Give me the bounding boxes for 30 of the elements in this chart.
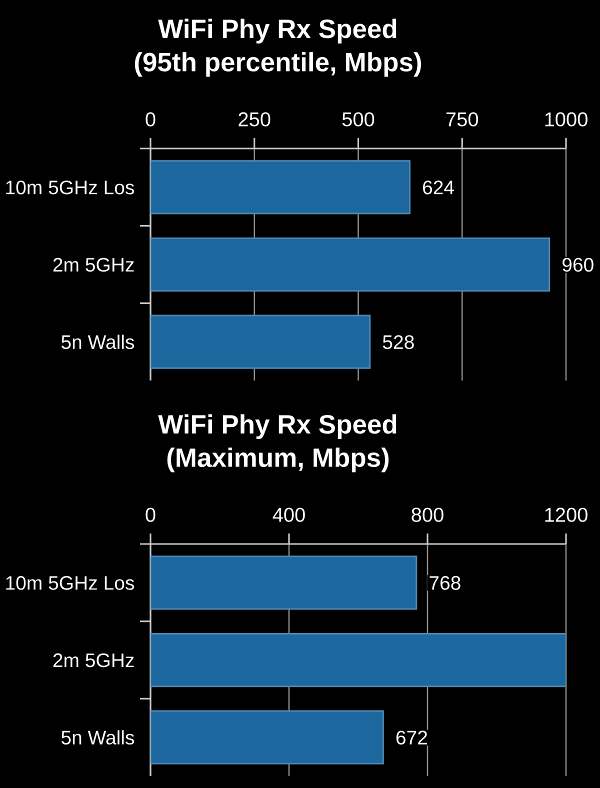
data-label: 960: [562, 258, 594, 272]
chart-title: WiFi Phy Rx Speed: [158, 414, 396, 439]
y-tick-label: 5n Walls: [61, 730, 134, 745]
y-tick-label: 5n Walls: [61, 334, 134, 350]
x-tick-label: 800: [412, 508, 444, 522]
x-tick-label: 0: [146, 112, 156, 126]
y-tick-label: 2m 5GHz: [53, 258, 134, 272]
data-label: 768: [430, 576, 460, 590]
x-tick-label: 400: [272, 508, 305, 522]
chart-subtitle: (Maximum, Mbps): [167, 448, 389, 472]
x-tick-label: 250: [238, 112, 270, 126]
y-tick-label: 10m 5GHz Los: [6, 180, 134, 194]
y-tick-label: 2m 5GHz: [53, 653, 134, 668]
x-tick-label: 0: [146, 508, 156, 522]
chart-title: WiFi Phy Rx Speed: [158, 18, 396, 44]
x-tick-label: 500: [342, 112, 374, 126]
data-label: 624: [423, 180, 454, 194]
bar: [150, 160, 411, 214]
data-label: 672: [396, 730, 427, 745]
x-tick-label: 1200: [545, 508, 588, 522]
x-tick-label: 750: [446, 112, 478, 126]
chart-subtitle: (95th percentile, Mbps): [134, 52, 421, 77]
y-tick-label: 10m 5GHz Los: [6, 576, 134, 590]
bar: [150, 237, 550, 292]
x-tick-label: 1000: [545, 112, 588, 126]
bar: [150, 556, 418, 610]
bar: [150, 632, 566, 688]
data-label: 528: [382, 335, 414, 350]
bar: [150, 314, 371, 369]
bar: [150, 710, 384, 764]
